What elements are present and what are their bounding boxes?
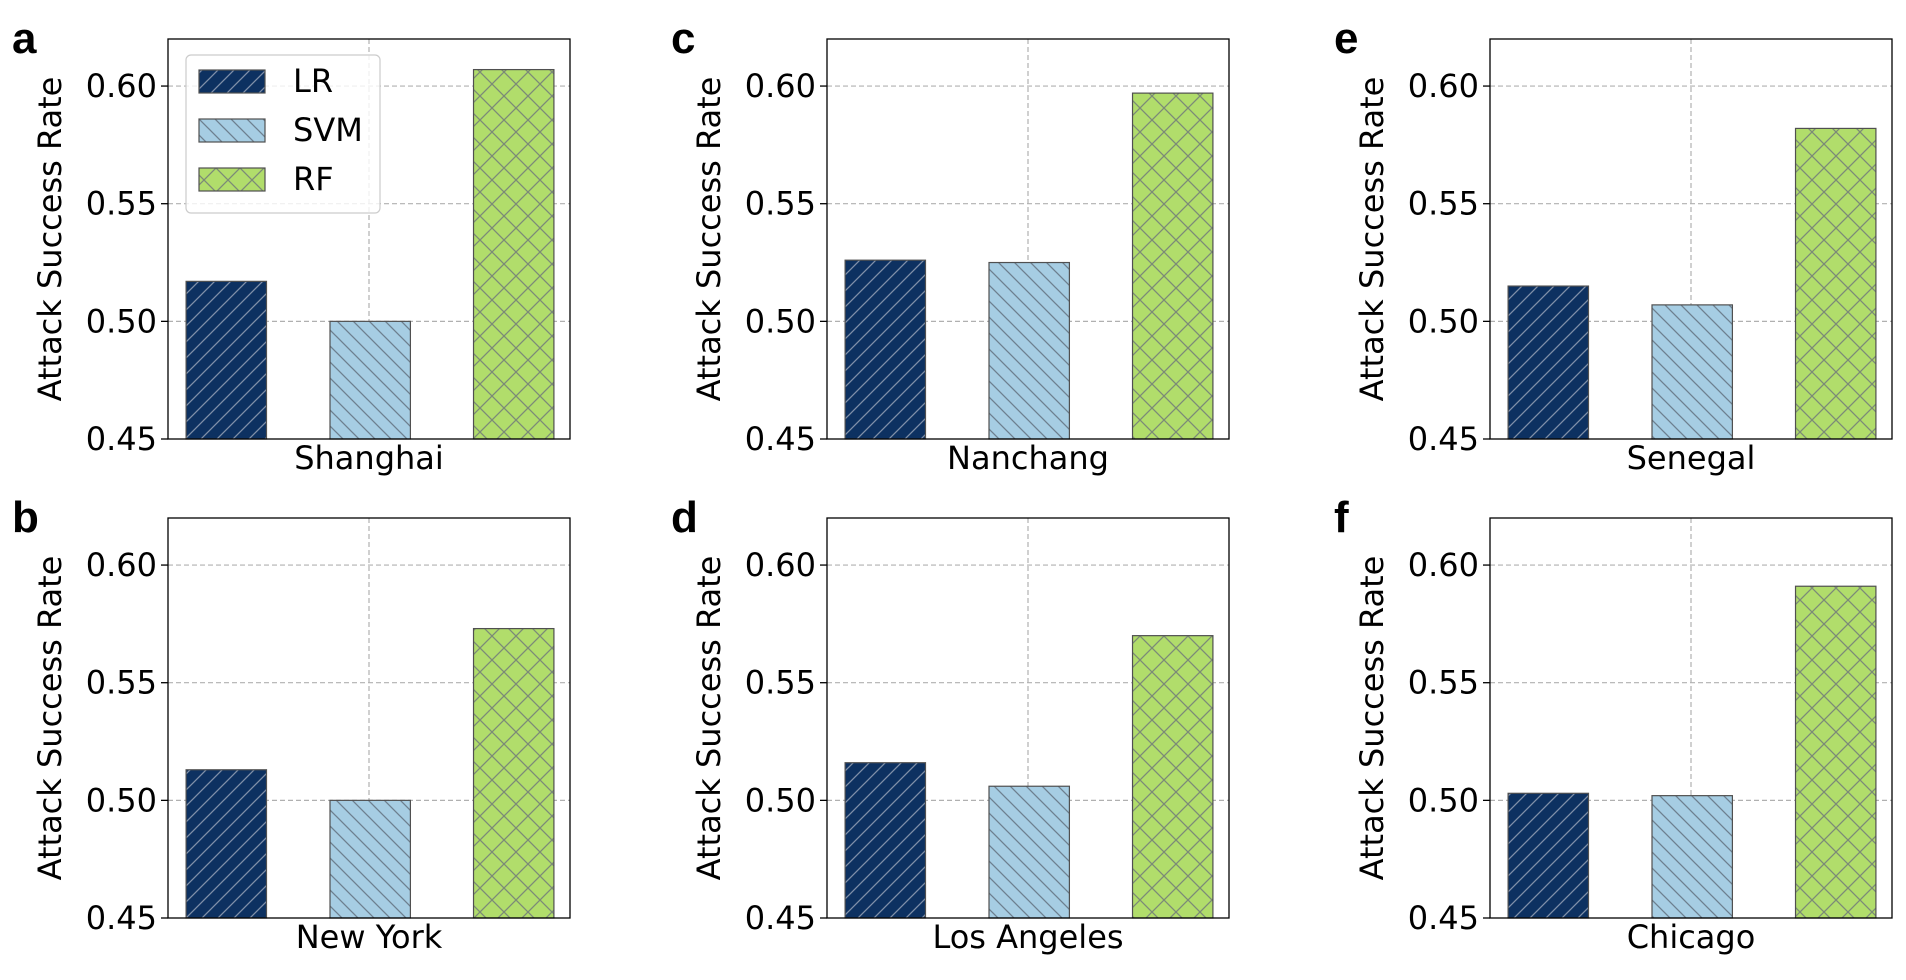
y-tick-label: 0.60 [745, 546, 816, 584]
panel-letter: b [12, 493, 39, 542]
y-tick-label: 0.45 [86, 420, 157, 458]
legend-swatch-svm [198, 118, 266, 143]
panel-f: f 0.45 0.50 0.55 0.60 Attack Success Rate Chic… [1334, 493, 1893, 956]
x-category-label: Nanchang [947, 439, 1109, 477]
panel-letter: e [1334, 14, 1358, 63]
y-tick-label: 0.45 [745, 420, 816, 458]
bar-lr [1507, 792, 1590, 919]
y-tick-label: 0.45 [86, 899, 157, 937]
panel-letter: f [1334, 493, 1349, 542]
y-tick-label: 0.45 [745, 899, 816, 937]
bar-rf [1131, 92, 1214, 440]
bar-svm [1651, 304, 1734, 440]
plot-frame [1489, 517, 1893, 919]
bar-rf [1131, 635, 1214, 919]
panel-c: c 0.45 0.50 0.55 0.60 Attack Success Rate Nanc… [671, 14, 1230, 477]
panel-letter: a [12, 14, 37, 63]
panel-b: b 0.45 0.50 0.55 0.60 Attack Success Rate New … [12, 493, 571, 956]
y-tick-label: 0.50 [86, 781, 157, 819]
y-tick-label: 0.55 [1408, 185, 1479, 223]
y-tick-label: 0.55 [745, 664, 816, 702]
y-tick-label: 0.60 [1408, 546, 1479, 584]
panel-letter: d [671, 493, 698, 542]
y-tick-label: 0.60 [86, 546, 157, 584]
y-tick-label: 0.50 [1408, 302, 1479, 340]
y-tick-label: 0.55 [1408, 664, 1479, 702]
bar-rf [472, 68, 555, 440]
bar-lr [185, 769, 268, 919]
plot-frame [826, 517, 1230, 919]
y-tick-label: 0.45 [1408, 420, 1479, 458]
y-tick-label: 0.50 [86, 302, 157, 340]
legend-label-rf: RF [293, 160, 334, 198]
bar-svm [1651, 795, 1734, 919]
legend-swatch-rf [198, 167, 266, 192]
y-axis-label: Attack Success Rate [690, 556, 728, 881]
bar-rf [1794, 585, 1877, 919]
bar-rf [472, 627, 555, 919]
bar-svm [988, 261, 1071, 440]
plot-frame [167, 38, 571, 440]
bar-svm [329, 320, 412, 440]
y-tick-label: 0.55 [86, 185, 157, 223]
y-axis-label: Attack Success Rate [1353, 77, 1391, 402]
bar-svm [988, 785, 1071, 919]
x-category-label: New York [296, 918, 443, 956]
panel-e: e 0.45 0.50 0.55 0.60 Attack Success Rate Sene… [1334, 14, 1893, 477]
y-tick-label: 0.60 [745, 67, 816, 105]
legend: LR SVM RF [185, 54, 381, 214]
plot-frame [826, 38, 1230, 440]
y-tick-label: 0.60 [86, 67, 157, 105]
plot-frame [1489, 38, 1893, 440]
bar-lr [844, 762, 927, 919]
panel-d: d 0.45 0.50 0.55 0.60 Attack Success Rate Los … [671, 493, 1230, 956]
legend-label-svm: SVM [293, 111, 363, 149]
panel-a: a 0.45 0.50 0.55 0.60 Attack Success Rate Shan… [12, 14, 571, 477]
legend-label-lr: LR [293, 62, 333, 100]
y-axis-label: Attack Success Rate [690, 77, 728, 402]
y-axis-label: Attack Success Rate [31, 77, 69, 402]
bar-lr [844, 259, 927, 440]
x-category-label: Senegal [1627, 439, 1756, 477]
y-tick-label: 0.55 [86, 664, 157, 702]
plot-frame [167, 517, 571, 919]
y-tick-label: 0.50 [1408, 781, 1479, 819]
x-category-label: Los Angeles [932, 918, 1123, 956]
bar-lr [185, 280, 268, 440]
y-tick-label: 0.45 [1408, 899, 1479, 937]
y-axis-label: Attack Success Rate [1353, 556, 1391, 881]
y-tick-label: 0.55 [745, 185, 816, 223]
bar-svm [329, 799, 412, 919]
y-tick-label: 0.50 [745, 781, 816, 819]
x-category-label: Shanghai [294, 439, 444, 477]
y-tick-label: 0.50 [745, 302, 816, 340]
bar-rf [1794, 127, 1877, 440]
y-axis-label: Attack Success Rate [31, 556, 69, 881]
panel-letter: c [671, 14, 695, 63]
legend-swatch-lr [198, 69, 266, 94]
bar-lr [1507, 285, 1590, 440]
x-category-label: Chicago [1627, 918, 1756, 956]
y-tick-label: 0.60 [1408, 67, 1479, 105]
